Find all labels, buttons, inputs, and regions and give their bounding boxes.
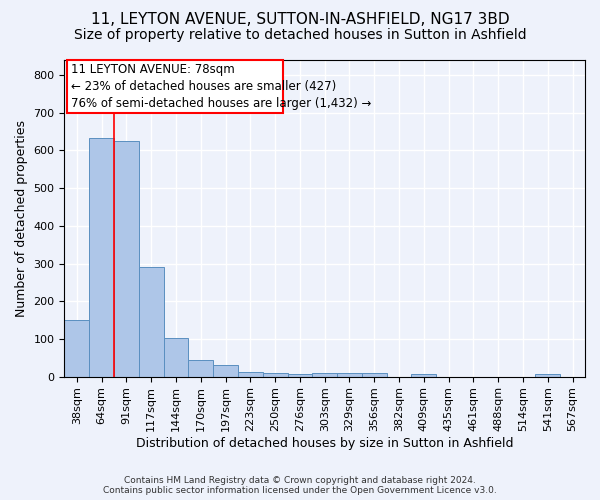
Bar — [337, 373, 362, 376]
Bar — [164, 338, 188, 376]
Bar — [362, 373, 386, 376]
Bar — [287, 374, 313, 376]
Text: Contains HM Land Registry data © Crown copyright and database right 2024.
Contai: Contains HM Land Registry data © Crown c… — [103, 476, 497, 495]
Bar — [64, 320, 89, 376]
Bar — [139, 268, 164, 376]
Text: 11 LEYTON AVENUE: 78sqm
← 23% of detached houses are smaller (427)
76% of semi-d: 11 LEYTON AVENUE: 78sqm ← 23% of detache… — [71, 63, 371, 110]
Bar — [313, 373, 337, 376]
Bar — [188, 360, 213, 376]
Text: Size of property relative to detached houses in Sutton in Ashfield: Size of property relative to detached ho… — [74, 28, 526, 42]
X-axis label: Distribution of detached houses by size in Sutton in Ashfield: Distribution of detached houses by size … — [136, 437, 514, 450]
Bar — [67, 60, 283, 113]
Bar — [238, 372, 263, 376]
Bar — [263, 373, 287, 376]
Bar — [114, 141, 139, 376]
Bar — [213, 366, 238, 376]
Y-axis label: Number of detached properties: Number of detached properties — [15, 120, 28, 317]
Bar — [535, 374, 560, 376]
Text: 11, LEYTON AVENUE, SUTTON-IN-ASHFIELD, NG17 3BD: 11, LEYTON AVENUE, SUTTON-IN-ASHFIELD, N… — [91, 12, 509, 28]
Bar — [89, 138, 114, 376]
Bar — [412, 374, 436, 376]
